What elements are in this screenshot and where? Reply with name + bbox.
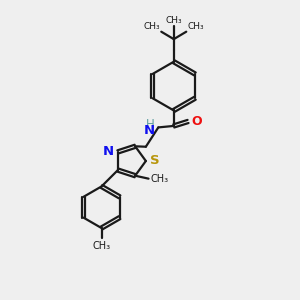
- Text: H: H: [146, 118, 155, 131]
- Text: N: N: [144, 124, 155, 137]
- Text: N: N: [103, 146, 114, 158]
- Text: CH₃: CH₃: [188, 22, 204, 31]
- Text: CH₃: CH₃: [166, 16, 182, 25]
- Text: CH₃: CH₃: [143, 22, 160, 31]
- Text: CH₃: CH₃: [92, 241, 111, 250]
- Text: S: S: [150, 154, 160, 167]
- Text: CH₃: CH₃: [150, 174, 168, 184]
- Text: O: O: [191, 115, 202, 128]
